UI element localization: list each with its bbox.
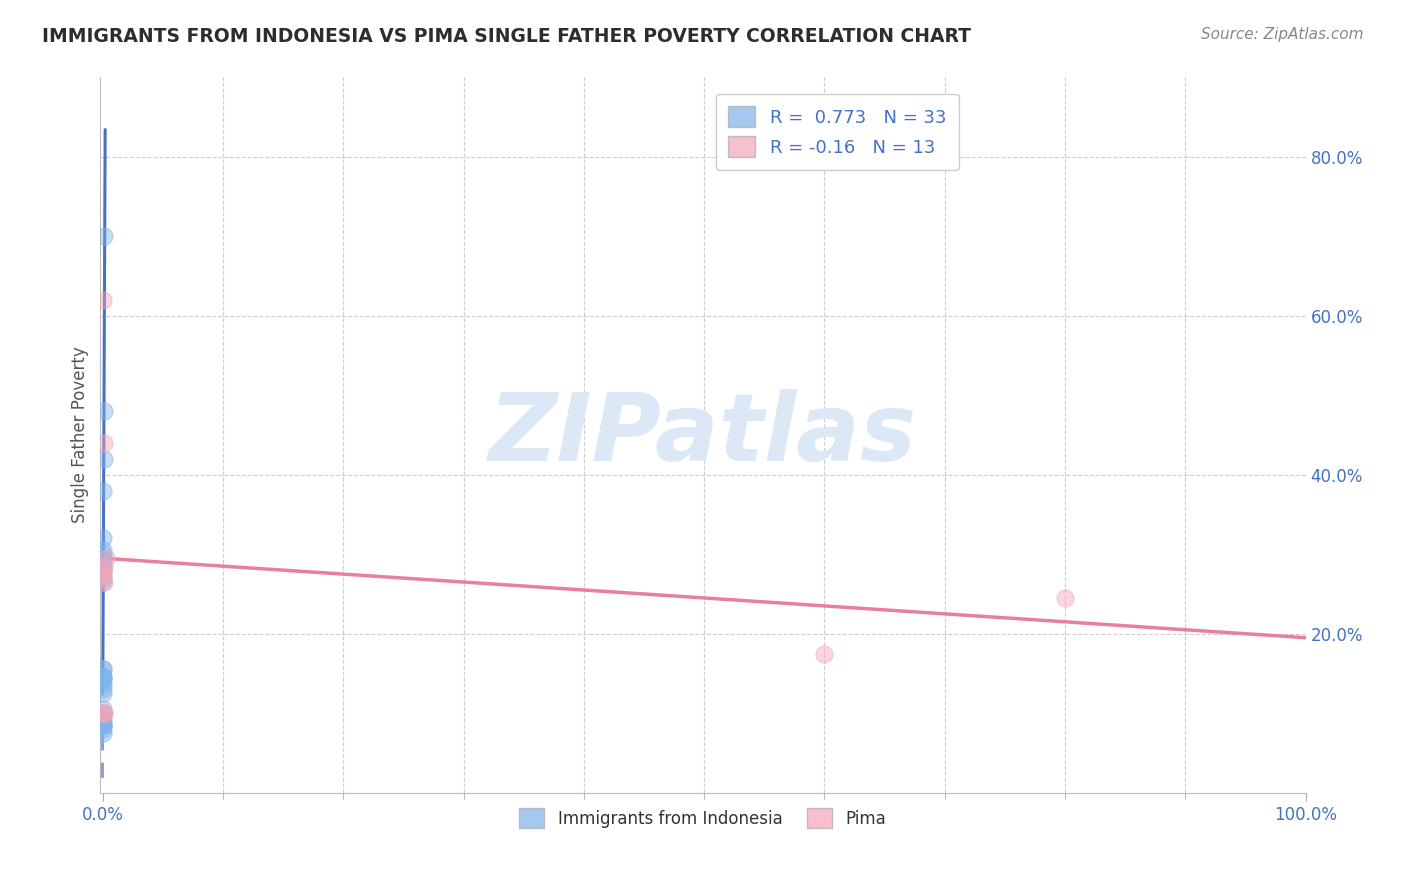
Point bbox=[91, 551, 114, 566]
Legend: Immigrants from Indonesia, Pima: Immigrants from Indonesia, Pima bbox=[513, 802, 893, 834]
Y-axis label: Single Father Poverty: Single Father Poverty bbox=[72, 347, 89, 524]
Point bbox=[91, 670, 114, 684]
Point bbox=[91, 710, 114, 724]
Point bbox=[91, 575, 114, 590]
Point bbox=[813, 647, 835, 661]
Point bbox=[91, 670, 114, 684]
Point bbox=[91, 559, 114, 574]
Point bbox=[93, 451, 115, 466]
Point bbox=[91, 663, 114, 677]
Point bbox=[91, 682, 114, 697]
Point bbox=[93, 483, 115, 498]
Point bbox=[91, 563, 114, 577]
Text: ZIPatlas: ZIPatlas bbox=[489, 389, 917, 481]
Point bbox=[91, 674, 114, 689]
Point bbox=[91, 722, 114, 736]
Point bbox=[91, 718, 114, 732]
Point bbox=[91, 543, 114, 558]
Point bbox=[91, 726, 114, 740]
Point bbox=[93, 404, 115, 418]
Point bbox=[91, 571, 114, 585]
Point bbox=[91, 714, 114, 728]
Text: Source: ZipAtlas.com: Source: ZipAtlas.com bbox=[1201, 27, 1364, 42]
Point bbox=[91, 571, 114, 585]
Point bbox=[91, 563, 114, 577]
Point bbox=[91, 706, 114, 721]
Point bbox=[91, 663, 114, 677]
Point bbox=[93, 229, 115, 244]
Point bbox=[91, 567, 114, 582]
Point bbox=[93, 718, 115, 732]
Point bbox=[91, 686, 114, 700]
Point bbox=[93, 436, 115, 450]
Point bbox=[91, 718, 114, 732]
Point bbox=[93, 559, 115, 574]
Point bbox=[93, 575, 115, 590]
Point bbox=[91, 567, 114, 582]
Text: IMMIGRANTS FROM INDONESIA VS PIMA SINGLE FATHER POVERTY CORRELATION CHART: IMMIGRANTS FROM INDONESIA VS PIMA SINGLE… bbox=[42, 27, 972, 45]
Point bbox=[93, 547, 115, 561]
Point bbox=[91, 293, 114, 307]
Point bbox=[91, 702, 114, 716]
Point bbox=[93, 706, 115, 721]
Point bbox=[91, 670, 114, 684]
Point bbox=[91, 718, 114, 732]
Point bbox=[91, 678, 114, 692]
Point bbox=[91, 532, 114, 546]
Point bbox=[91, 555, 114, 569]
Point bbox=[91, 706, 114, 721]
Point bbox=[94, 551, 117, 566]
Point bbox=[1053, 591, 1076, 605]
Point bbox=[93, 706, 115, 721]
